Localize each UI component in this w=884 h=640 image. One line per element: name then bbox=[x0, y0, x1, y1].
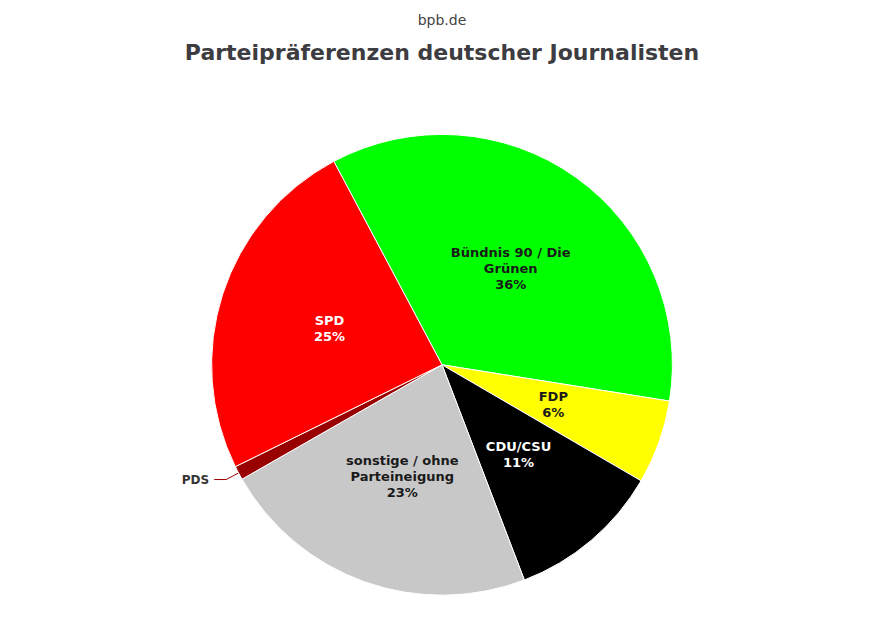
svg-text:CDU/CSU: CDU/CSU bbox=[486, 439, 551, 454]
svg-text:25%: 25% bbox=[314, 329, 345, 344]
svg-text:bpb.de: bpb.de bbox=[418, 12, 467, 28]
svg-text:36%: 36% bbox=[495, 277, 526, 292]
svg-text:Parteineigung: Parteineigung bbox=[351, 469, 455, 484]
svg-text:23%: 23% bbox=[387, 485, 418, 500]
svg-text:11%: 11% bbox=[503, 455, 534, 470]
svg-text:FDP: FDP bbox=[539, 389, 568, 404]
svg-text:PDS: PDS bbox=[182, 473, 209, 487]
svg-text:Grünen: Grünen bbox=[484, 261, 538, 276]
svg-text:SPD: SPD bbox=[315, 313, 345, 328]
svg-text:Parteipräferenzen deutscher Jo: Parteipräferenzen deutscher Journalisten bbox=[185, 40, 699, 65]
svg-text:6%: 6% bbox=[542, 405, 564, 420]
svg-text:sonstige / ohne: sonstige / ohne bbox=[346, 453, 459, 468]
svg-text:Bündnis 90 / Die: Bündnis 90 / Die bbox=[451, 245, 571, 260]
